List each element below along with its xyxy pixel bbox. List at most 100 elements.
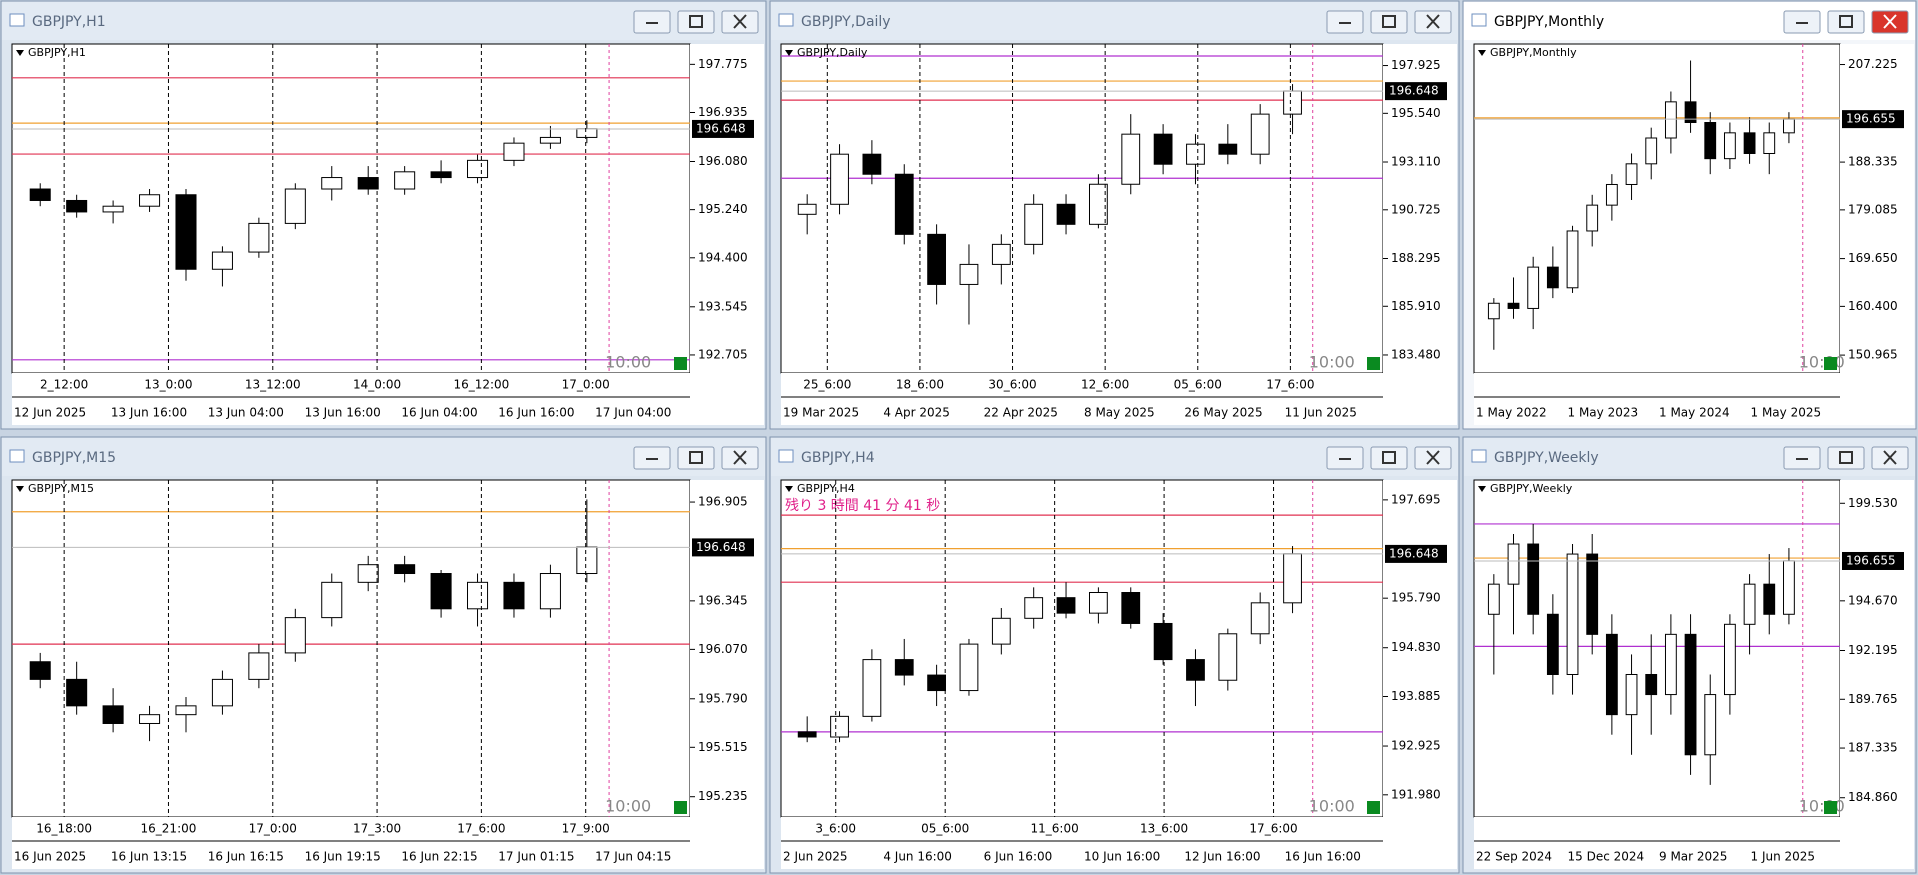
candle-body: [467, 159, 489, 179]
candle-body: [1546, 266, 1559, 289]
btn-minimize[interactable]: [1326, 10, 1364, 34]
btn-minimize[interactable]: [1783, 10, 1821, 34]
candle-body: [1664, 633, 1677, 696]
time-mark: 25_6:00: [803, 378, 851, 392]
btn-restore[interactable]: [1370, 10, 1408, 34]
y-tick-label: 150.965: [1848, 348, 1898, 362]
candle-body: [284, 188, 306, 224]
candle-body: [862, 659, 882, 717]
candle-body: [1605, 633, 1618, 716]
chart-area: [780, 43, 1384, 374]
time-mark: 17_6:00: [1266, 378, 1314, 392]
candle-body: [321, 581, 343, 619]
status-icon: [674, 357, 687, 370]
axis-area: [1383, 480, 1457, 869]
candle-body: [576, 546, 598, 575]
time-mark: 17_0:00: [249, 822, 297, 836]
btn-restore[interactable]: [1370, 10, 1408, 34]
date-label: 16 Jun 16:00: [1285, 850, 1361, 864]
candle-body: [991, 617, 1011, 645]
candle-body: [1250, 113, 1270, 155]
btn-close[interactable]: [721, 10, 759, 34]
status-icon: [674, 801, 687, 814]
price-box: [1385, 82, 1447, 101]
axis-area: [1840, 44, 1914, 425]
clock-label: 10:00: [1309, 353, 1355, 372]
btn-minimize[interactable]: [1783, 446, 1821, 470]
time-mark: 11_6:00: [1031, 822, 1079, 836]
price-label: 196.648: [696, 540, 746, 554]
date-label: 1 May 2022: [1476, 406, 1547, 420]
btn-minimize[interactable]: [633, 446, 671, 470]
price-box: [1842, 110, 1904, 129]
y-tick-label: 179.085: [1848, 202, 1898, 216]
date-label: 16 Jun 04:00: [401, 406, 477, 420]
candle-body: [862, 153, 882, 175]
btn-restore[interactable]: [1827, 10, 1865, 34]
candle-body: [1566, 230, 1579, 289]
btn-close[interactable]: [1871, 446, 1909, 470]
btn-close[interactable]: [721, 446, 759, 470]
candle-body: [503, 581, 525, 610]
candle-body: [430, 171, 452, 179]
time-mark: 05_6:00: [921, 822, 969, 836]
candle-body: [959, 263, 979, 285]
axis-area: [1383, 44, 1457, 425]
time-area: [1474, 817, 1840, 869]
y-tick-label: 194.830: [1391, 640, 1441, 654]
candle-body: [248, 652, 270, 680]
candle-body: [1186, 659, 1205, 681]
candle-body: [1704, 694, 1717, 756]
chart-label: GBPJPY,Daily: [797, 46, 868, 59]
y-tick-label: 195.540: [1391, 106, 1441, 120]
candle-body: [1121, 133, 1141, 185]
btn-restore[interactable]: [677, 446, 715, 470]
status-icon: [1367, 801, 1380, 814]
chart-label: GBPJPY,Weekly: [1490, 482, 1573, 495]
btn-restore[interactable]: [677, 10, 715, 34]
y-tick-label: 196.070: [698, 642, 748, 656]
time-mark: 17_3:00: [353, 822, 401, 836]
candle-body: [1487, 302, 1500, 320]
price-box: [1842, 551, 1904, 570]
glyph: [1382, 451, 1396, 464]
status-icon: [1824, 801, 1837, 814]
price-label: 196.648: [696, 121, 746, 135]
date-label: 17 Jun 04:15: [595, 850, 671, 864]
candle-body: [1586, 553, 1599, 635]
btn-restore[interactable]: [1827, 446, 1865, 470]
btn-close[interactable]: [1871, 10, 1909, 34]
chart-menu: [1478, 486, 1486, 492]
price-box: [1385, 544, 1447, 563]
candle-body: [1763, 132, 1776, 154]
window-icon: [1471, 13, 1487, 27]
candle-body: [797, 731, 817, 738]
date-label: 1 Jun 2025: [1751, 850, 1816, 864]
chart-menu: [785, 50, 793, 56]
date-label: 2 Jun 2025: [783, 850, 848, 864]
btn-restore[interactable]: [1370, 446, 1408, 470]
time-mark: 05_6:00: [1174, 378, 1222, 392]
y-tick-label: 196.935: [698, 105, 748, 119]
candle-body: [1507, 543, 1520, 585]
candle-body: [1743, 132, 1756, 154]
y-tick-label: 195.235: [698, 789, 748, 803]
btn-restore[interactable]: [1827, 10, 1865, 34]
btn-close[interactable]: [1414, 10, 1452, 34]
time-area: [12, 817, 690, 869]
time-mark: 13_6:00: [1140, 822, 1188, 836]
window-icon: [1471, 449, 1487, 463]
chart-label: GBPJPY,Monthly: [1490, 46, 1577, 59]
btn-restore[interactable]: [677, 446, 715, 470]
btn-restore[interactable]: [677, 10, 715, 34]
btn-restore[interactable]: [1827, 446, 1865, 470]
time-mark: 18_6:00: [896, 378, 944, 392]
btn-minimize[interactable]: [1326, 446, 1364, 470]
btn-minimize[interactable]: [633, 10, 671, 34]
glyph: [1426, 450, 1440, 465]
btn-close[interactable]: [1414, 446, 1452, 470]
y-tick-label: 184.860: [1848, 790, 1898, 804]
y-tick-label: 194.670: [1848, 593, 1898, 607]
btn-restore[interactable]: [1370, 446, 1408, 470]
time-mark: 16_18:00: [36, 822, 92, 836]
